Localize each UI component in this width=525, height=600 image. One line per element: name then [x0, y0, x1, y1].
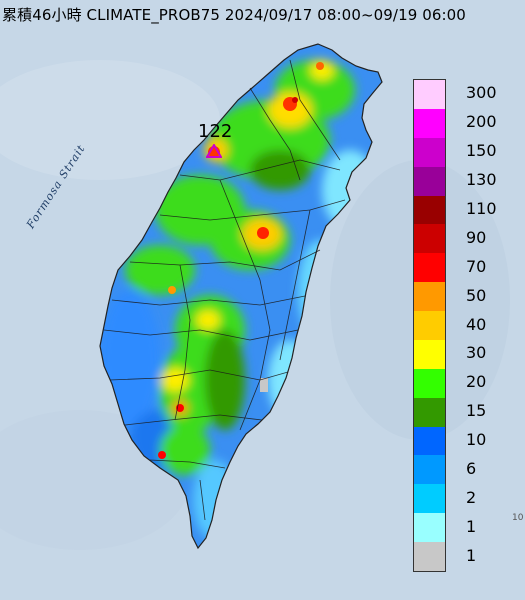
- legend-label: 90: [466, 227, 487, 247]
- legend-label: 20: [466, 372, 487, 392]
- legend-label: 10: [466, 430, 487, 450]
- legend-label: 1: [466, 545, 477, 565]
- legend-swatch: [414, 166, 445, 197]
- triangle-marker-icon: [206, 144, 222, 158]
- legend-swatch: [414, 195, 445, 225]
- legend-label: 150: [466, 141, 497, 161]
- legend-label: 6: [466, 458, 477, 478]
- legend-label: 50: [466, 285, 487, 305]
- legend-swatch: [414, 455, 445, 485]
- legend-swatch: [414, 397, 445, 428]
- peak-value-label: 122: [198, 121, 233, 142]
- legend-swatch: [414, 368, 445, 399]
- legend-swatch: [414, 542, 445, 572]
- legend-label: 70: [466, 256, 487, 276]
- legend-label: 40: [466, 314, 487, 334]
- legend-label: 200: [466, 112, 497, 132]
- map-title: 累積46小時 CLIMATE_PROB75 2024/09/17 08:00~0…: [2, 6, 466, 24]
- legend-swatch: [414, 513, 445, 543]
- legend-label: 110: [466, 198, 497, 218]
- legend-swatch: [414, 224, 445, 254]
- legend-swatch: [414, 253, 445, 283]
- legend-label: 15: [466, 401, 487, 421]
- legend-swatch: [414, 339, 445, 370]
- legend-label: 30: [466, 343, 487, 363]
- legend-label: 1: [466, 516, 477, 536]
- legend-label: 2: [466, 487, 477, 507]
- legend-swatch: [414, 137, 445, 168]
- legend-swatch: [414, 282, 445, 312]
- legend-swatch: [414, 108, 445, 139]
- legend-label: 130: [466, 170, 497, 190]
- legend-color-bar: [413, 79, 446, 572]
- legend-swatch: [414, 484, 445, 514]
- legend-swatch: [414, 80, 445, 110]
- legend-swatch: [414, 311, 445, 341]
- legend-label: 300: [466, 83, 497, 103]
- corner-label: 10: [512, 513, 524, 523]
- legend-swatch: [414, 426, 445, 456]
